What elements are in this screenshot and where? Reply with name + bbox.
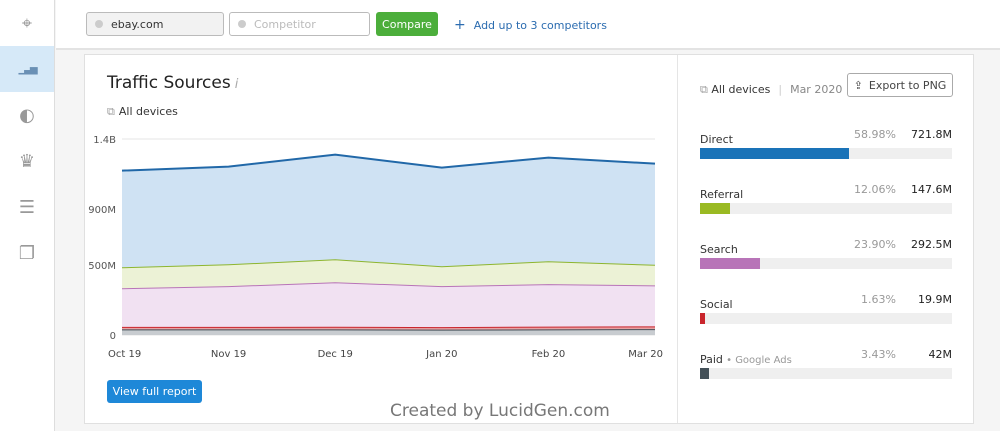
source-label: Paid	[700, 353, 723, 366]
sidebar-item-windows[interactable]: ❐	[0, 230, 54, 276]
info-icon[interactable]: i	[234, 77, 239, 92]
sidebar-item-checklist[interactable]: ☰	[0, 184, 54, 230]
export-png-button[interactable]: ⇪ Export to PNG	[847, 73, 953, 97]
area-referral	[122, 259, 655, 289]
source-value: 19.9M	[918, 293, 952, 306]
competitor-placeholder: Competitor	[254, 17, 316, 31]
source-value: 721.8M	[911, 128, 952, 141]
top-bar: ebay.com Competitor Compare + Add up to 3…	[56, 0, 1000, 50]
competitor-dot-icon	[238, 20, 246, 28]
y-tick-label: 500M	[88, 261, 116, 272]
source-row-paid: Paid • Google Ads 3.43% 42M	[700, 348, 953, 379]
add-competitors-link[interactable]: + Add up to 3 competitors	[454, 17, 607, 33]
traffic-sources-card: Traffic Sources i ⧉ All devices 0 500M 900M 1…	[84, 54, 974, 424]
source-row-search: Search 23.90% 292.5M	[700, 238, 952, 269]
x-tick-label: Dec 19	[318, 349, 353, 360]
source-percent: 58.98%	[854, 128, 896, 141]
breakdown-panel: ⧉ All devices | Mar 2020 ⇪ Export to PNG Di…	[677, 55, 974, 423]
source-percent: 3.43%	[861, 348, 896, 361]
source-bar	[700, 368, 952, 379]
compare-button[interactable]: Compare	[376, 12, 438, 36]
domain-input[interactable]: ebay.com	[86, 12, 224, 36]
area-direct	[122, 154, 655, 268]
trophy-icon: ♛	[18, 150, 36, 172]
telescope-icon: ⌖	[21, 12, 33, 34]
source-value: 292.5M	[911, 238, 952, 251]
source-bar	[700, 203, 952, 214]
divider: |	[778, 83, 783, 96]
source-label: Direct	[700, 133, 733, 146]
checklist-icon: ☰	[18, 196, 36, 218]
area-paid	[122, 329, 655, 335]
export-icon: ⇪	[853, 78, 863, 92]
add-competitors-label: Add up to 3 competitors	[473, 19, 607, 32]
bar-chart-icon: ▁▃▅	[18, 63, 37, 75]
windows-icon: ❐	[18, 242, 36, 264]
y-tick-label: 0	[110, 331, 116, 342]
competitor-input[interactable]: Competitor	[229, 12, 370, 36]
source-bar-fill	[700, 203, 731, 214]
source-bar	[700, 258, 952, 269]
devices-icon: ⧉	[700, 83, 712, 96]
source-label: Referral	[700, 188, 744, 201]
source-row-direct: Direct 58.98% 721.8M	[700, 128, 952, 159]
y-tick-label: 1.4B	[93, 135, 116, 146]
x-tick-label: Mar 20	[628, 349, 663, 360]
source-row-social: Social 1.63% 19.9M	[700, 293, 952, 324]
source-bar-fill	[700, 148, 849, 159]
export-label: Export to PNG	[868, 78, 947, 92]
breakdown-header: ⧉ All devices | Mar 2020	[700, 83, 842, 97]
x-tick-label: Oct 19	[108, 349, 141, 360]
x-tick-label: Nov 19	[211, 349, 246, 360]
card-title: Traffic Sources i	[107, 73, 238, 93]
view-full-report-button[interactable]: View full report	[107, 380, 202, 403]
source-bar	[700, 148, 952, 159]
sidebar-item-trophy[interactable]: ♛	[0, 138, 54, 184]
x-tick-label: Jan 20	[425, 349, 457, 360]
x-tick-label: Feb 20	[532, 349, 566, 360]
date-label: Mar 2020	[790, 83, 843, 96]
sub-text: Google Ads	[735, 355, 792, 366]
domain-dot-icon	[95, 20, 103, 28]
devices-label: All devices	[118, 105, 178, 118]
source-bar	[700, 313, 952, 324]
line-referral	[121, 258, 656, 269]
source-value: 147.6M	[911, 183, 952, 196]
source-bar-fill	[700, 258, 761, 269]
source-percent: 23.90%	[854, 238, 896, 251]
pie-icon: ◐	[19, 104, 35, 126]
area-search	[122, 282, 655, 328]
line-direct	[121, 153, 656, 172]
source-percent: 12.06%	[854, 183, 896, 196]
sidebar-item-bar-chart[interactable]: ▁▃▅	[0, 46, 54, 92]
source-bar-fill	[700, 368, 709, 379]
title-text: Traffic Sources	[107, 73, 231, 93]
plus-icon: +	[454, 17, 466, 33]
source-percent: 1.63%	[861, 293, 896, 306]
source-label: Social	[700, 298, 733, 311]
source-label: Search	[700, 243, 738, 256]
devices-icon: ⧉	[107, 105, 115, 118]
devices-label: All devices	[711, 83, 771, 96]
source-bar-fill	[700, 313, 706, 324]
sidebar: ⌖ ▁▃▅ ◐ ♛ ☰ ❐	[0, 0, 55, 431]
sidebar-item-telescope[interactable]: ⌖	[0, 0, 54, 46]
sidebar-item-pie[interactable]: ◐	[0, 92, 54, 138]
credit-text: Created by LucidGen.com	[390, 401, 610, 421]
source-value: 42M	[928, 348, 953, 361]
y-tick-label: 900M	[88, 205, 116, 216]
source-row-referral: Referral 12.06% 147.6M	[700, 183, 952, 214]
devices-filter[interactable]: ⧉ All devices	[107, 105, 178, 119]
traffic-chart: 0 500M 900M 1.4B Oct 19 Nov 19 Dec 19 Jan 20 Feb…	[88, 135, 663, 360]
domain-value: ebay.com	[111, 17, 164, 31]
source-sublabel: • Google Ads	[722, 355, 792, 366]
